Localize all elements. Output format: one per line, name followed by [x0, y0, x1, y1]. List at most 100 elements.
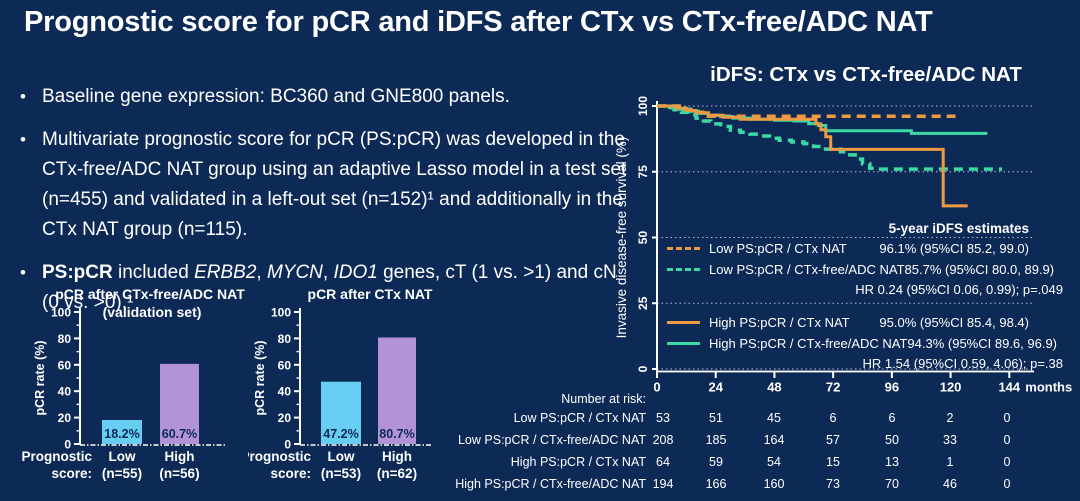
row-label-line1: Prognostic [22, 449, 92, 464]
risk-value: 53 [656, 411, 670, 425]
x-tick-label: 96 [885, 380, 899, 395]
risk-row-label: Low PS:pCR / CTx NAT [513, 411, 646, 425]
x-tick-label: 48 [767, 380, 781, 395]
category-label: Low [328, 449, 355, 464]
risk-value: 160 [763, 477, 785, 491]
row-label-line2: score: [51, 466, 92, 481]
bullet-segment: MYCN [266, 262, 323, 283]
y-tick-label: 0 [64, 438, 71, 452]
bullet-segment: Multivariate prognostic score for pCR (P… [42, 129, 627, 240]
km-series-2 [657, 104, 968, 208]
risk-value: 51 [709, 411, 723, 425]
category-label: Low [109, 449, 136, 464]
y-tick-label: 40 [58, 385, 72, 399]
risk-value: 57 [826, 433, 840, 447]
risk-value: 1 [946, 455, 954, 469]
risk-value: 6 [888, 411, 896, 425]
risk-value: 33 [943, 433, 957, 447]
y-tick-label: 50 [636, 231, 650, 245]
legend-hr: HR 1.54 (95%CI 0.59, 4.06); p=.38 [862, 356, 1063, 371]
legend-gap [667, 300, 1063, 312]
km-legend: 5-year iDFS estimates Low PS:pCR / CTx NA… [667, 220, 1063, 374]
risk-value: 208 [652, 433, 674, 447]
x-tick-label: 144 [998, 380, 1020, 395]
risk-value: 45 [767, 411, 781, 425]
km-series-1 [657, 104, 1002, 171]
legend-estimate: 85.7% (95%CI 80.0, 89.9) [904, 262, 1055, 277]
legend-row: High PS:pCR / CTx NAT 95.0% (95%CI 85.4, … [667, 312, 1029, 333]
bar-value-label: 18.2% [104, 427, 139, 441]
y-tick-label: 80 [278, 332, 292, 346]
risk-value: 64 [656, 455, 670, 469]
risk-value: 0 [1003, 477, 1011, 491]
risk-value: 0 [1003, 411, 1011, 425]
bar-chart-subtitle: (validation set) [103, 304, 202, 320]
risk-value: 185 [705, 433, 727, 447]
km-plot: 0 25 50 75 100 Invasive disease-free survival… [614, 96, 1072, 395]
bar-chart-validation: pCR after CTx-free/ADC NAT (validation se… [21, 283, 250, 496]
bullet-segment: IDO1 [333, 262, 378, 283]
x-tick-label: 72 [826, 380, 840, 395]
legend-estimate: 94.3% (95%CI 89.6, 96.9) [907, 336, 1058, 351]
risk-value: 194 [652, 477, 674, 491]
category-sublabel: (n=62) [377, 466, 417, 481]
bar-low [102, 419, 142, 444]
y-tick-label: 25 [636, 296, 650, 310]
bullet-segment: included [112, 262, 195, 283]
bullet-marker: • [20, 130, 26, 149]
bullet-segment: , [256, 262, 267, 283]
bar-chart-title: pCR after CTx-free/ADC NAT [55, 286, 245, 302]
bullet-segment: , [322, 262, 334, 283]
y-tick-label: 75 [636, 165, 650, 179]
bullet-item: • Multivariate prognostic score for pCR (… [20, 125, 660, 245]
number-at-risk-table: Number at risk: Low PS:pCR / CTx NAT 53 51 4… [0, 389, 1080, 496]
y-tick-label: 20 [278, 411, 292, 425]
x-tick-label: 24 [708, 380, 723, 395]
y-tick-label: 80 [58, 332, 72, 346]
legend-line-sample [667, 247, 700, 250]
bar-chart-ctx: pCR after CTx NAT 0 20 40 60 80 100 pCR rate (%… [240, 283, 454, 496]
y-tick-label: 0 [636, 365, 650, 372]
risk-value: 166 [705, 477, 727, 491]
x-axis-unit: months [1025, 380, 1072, 395]
risk-value: 15 [826, 455, 840, 469]
legend-label: Low PS:pCR / CTx NAT [709, 241, 847, 256]
legend-label: High PS:pCR / CTx NAT [709, 315, 850, 330]
bar-value-label: 47.2% [323, 427, 358, 441]
category-sublabel: (n=56) [159, 466, 199, 481]
risk-value: 50 [885, 433, 899, 447]
y-tick-label: 60 [278, 358, 292, 372]
bar-high [378, 337, 416, 444]
legend-label: High PS:pCR / CTx-free/ADC NAT [709, 336, 908, 351]
legend-row: Low PS:pCR / CTx-free/ADC NAT 85.7% (95%C… [667, 259, 1054, 280]
risk-value: 0 [1003, 455, 1011, 469]
risk-value: 73 [826, 477, 840, 491]
risk-header: Number at risk: [561, 392, 646, 406]
bullet-marker: • [20, 263, 26, 282]
y-tick-label: 40 [278, 385, 292, 399]
bullet-text: Multivariate prognostic score for pCR (P… [42, 125, 634, 245]
bullet-marker: • [20, 87, 26, 106]
y-axis-label: pCR rate (%) [33, 340, 47, 415]
legend-line-sample [667, 268, 700, 271]
row-label-line1: Prognostic [248, 449, 311, 464]
bar-low [321, 381, 361, 444]
legend-estimate: 96.1% (95%CI 85.2, 99.0) [879, 241, 1029, 256]
y-tick-label: 100 [636, 96, 650, 116]
risk-value: 59 [709, 455, 723, 469]
bar-value-label: 60.7% [162, 427, 197, 441]
bullet-segment: ERBB2 [194, 262, 257, 283]
y-tick-label: 60 [58, 358, 72, 372]
legend-row: Low PS:pCR / CTx NAT 96.1% (95%CI 85.2, 9… [667, 238, 1029, 259]
bar-high [160, 363, 199, 444]
y-tick-label: 20 [58, 411, 72, 425]
bullet-segment: Baseline gene expression: BC360 and GNE8… [42, 86, 510, 107]
y-tick-label: 100 [271, 306, 291, 320]
risk-value: 54 [767, 455, 781, 469]
y-axis-label: Invasive disease-free survival (%) [614, 137, 629, 339]
y-tick-label: 0 [284, 438, 291, 452]
slide-title: Prognostic score for pCR and iDFS after … [24, 6, 933, 38]
bullet-segment: genes, cT (1 vs. >1) and cN (0 vs. >0).¹ [42, 262, 617, 313]
risk-value: 0 [1003, 433, 1011, 447]
